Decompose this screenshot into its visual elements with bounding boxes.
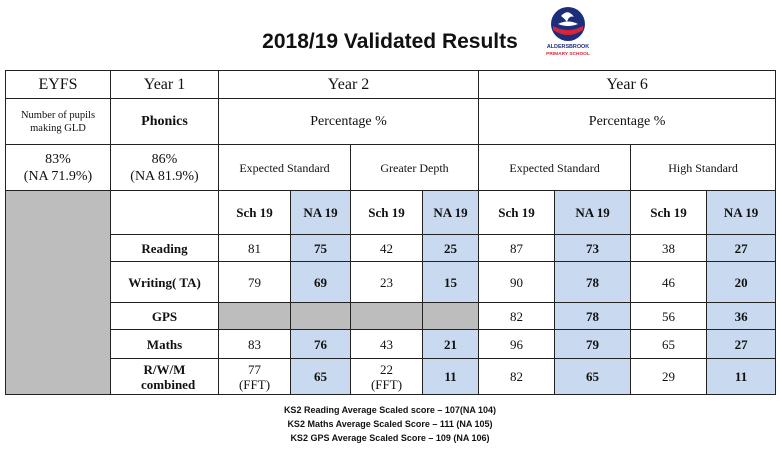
y6-expected-standard: Expected Standard [478, 144, 632, 191]
table-row: Reading 81 75 42 25 87 73 38 27 [6, 234, 777, 262]
y6-exp-sch: 96 [478, 329, 556, 359]
eyfs-gld-label: Number of pupils making GLD [5, 98, 111, 145]
col-y2-gd-na: NA 19 [421, 190, 480, 235]
year2-header: Year 2 [217, 70, 480, 99]
y6-high-sch: 29 [630, 358, 708, 395]
y6-exp-na: 78 [554, 261, 632, 303]
row-label: Maths [110, 329, 219, 359]
phonics-national: (NA 81.9%) [130, 168, 199, 184]
results-table: EYFS Year 1 Year 2 Year 6 Number of pupi… [5, 70, 777, 395]
y2-exp-na: 65 [290, 358, 351, 395]
table-row: R/W/M combined 77 (FFT) 65 22 (FFT) 11 8… [6, 358, 777, 395]
eyfs-empty-cell [5, 190, 111, 395]
y6-high-sch: 38 [630, 234, 708, 262]
row-label-blank [110, 190, 219, 235]
y2-gd-sch [350, 302, 423, 330]
year-header-row: EYFS Year 1 Year 2 Year 6 [5, 70, 777, 99]
y6-high-na: 11 [706, 358, 777, 395]
y6-exp-sch: 87 [478, 234, 556, 262]
y2-exp-na [290, 302, 351, 330]
svg-text:ALDERSBROOK: ALDERSBROOK [547, 44, 589, 50]
y2-exp-na: 75 [290, 234, 351, 262]
y6-high-na: 20 [706, 261, 777, 303]
year2-percentage-label: Percentage % [217, 98, 480, 145]
year6-header: Year 6 [478, 70, 777, 99]
col-y2-exp-na: NA 19 [290, 190, 351, 235]
col-y6-high-sch: Sch 19 [630, 190, 708, 235]
y2-gd-sch: 23 [350, 261, 423, 303]
y6-exp-na: 78 [554, 302, 632, 330]
y2-gd-na: 21 [421, 329, 480, 359]
table-row: Maths 83 76 43 21 96 79 65 27 [6, 329, 777, 359]
y2-gd-sch: 22 (FFT) [350, 358, 423, 395]
y6-exp-na: 65 [554, 358, 632, 395]
phonics-value: 86% (NA 81.9%) [110, 144, 219, 191]
y2-gd-na [421, 302, 480, 330]
y6-high-standard: High Standard [630, 144, 777, 191]
y6-exp-na: 79 [554, 329, 632, 359]
svg-text:PRIMARY SCHOOL: PRIMARY SCHOOL [546, 51, 590, 57]
footer-maths-score: KS2 Maths Average Scaled Score – 111 (NA… [287, 419, 493, 429]
y2-exp-sch [218, 302, 291, 330]
y6-high-sch: 56 [630, 302, 708, 330]
year6-percentage-label: Percentage % [478, 98, 777, 145]
eyfs-header: EYFS [5, 70, 111, 99]
school-logo: ALDERSBROOK PRIMARY SCHOOL [546, 7, 590, 57]
col-y6-exp-na: NA 19 [554, 190, 632, 235]
footer-reading-score: KS2 Reading Average Scaled score – 107(N… [283, 405, 497, 415]
row-label: GPS [110, 302, 219, 330]
col-y2-gd-sch: Sch 19 [350, 190, 423, 235]
col-y2-exp-sch: Sch 19 [218, 190, 291, 235]
y2-gd-na: 15 [421, 261, 480, 303]
y2-expected-standard: Expected Standard [218, 144, 351, 191]
phonics-percentage: 86% [151, 151, 178, 167]
y6-high-sch: 46 [630, 261, 708, 303]
y2-gd-sch: 43 [350, 329, 423, 359]
y6-exp-na: 73 [554, 234, 632, 262]
y6-exp-sch: 82 [478, 358, 556, 395]
row-label: Reading [110, 234, 219, 262]
y6-high-na: 27 [706, 329, 777, 359]
footer-gps-score: KS2 GPS Average Scaled Score – 109 (NA 1… [290, 433, 490, 443]
col-y6-high-na: NA 19 [706, 190, 777, 235]
y2-gd-na: 11 [421, 358, 480, 395]
y2-greater-depth: Greater Depth [349, 144, 480, 191]
eyfs-national: (NA 71.9%) [23, 168, 93, 184]
row-label: Writing( TA) [110, 261, 219, 303]
y2-exp-sch: 77 (FFT) [218, 358, 291, 395]
year1-header: Year 1 [110, 70, 219, 99]
y6-high-na: 27 [706, 234, 777, 262]
standard-header-row: 83% (NA 71.9%) 86% (NA 81.9%) Expected S… [5, 144, 777, 191]
y2-gd-sch: 42 [350, 234, 423, 262]
col-y6-exp-sch: Sch 19 [478, 190, 556, 235]
table-row: Writing( TA) 79 69 23 15 90 78 46 20 [6, 261, 777, 303]
y6-exp-sch: 82 [478, 302, 556, 330]
y2-exp-sch: 79 [218, 261, 291, 303]
eyfs-gld-value: 83% (NA 71.9%) [5, 144, 111, 191]
y2-exp-na: 69 [290, 261, 351, 303]
table-row: GPS 82 78 56 36 [6, 302, 777, 330]
page-title: 2018/19 Validated Results [262, 30, 518, 53]
eyfs-percentage: 83% [45, 151, 71, 167]
y6-high-na: 36 [706, 302, 777, 330]
row-label: R/W/M combined [110, 358, 219, 395]
measure-header-row: Number of pupils making GLD Phonics Perc… [5, 98, 777, 145]
column-header-row: Sch 19 NA 19 Sch 19 NA 19 Sch 19 NA 19 S… [5, 190, 777, 395]
y2-exp-sch: 81 [218, 234, 291, 262]
y2-gd-na: 25 [421, 234, 480, 262]
y2-exp-na: 76 [290, 329, 351, 359]
y2-exp-sch: 83 [218, 329, 291, 359]
y6-exp-sch: 90 [478, 261, 556, 303]
phonics-label: Phonics [110, 98, 219, 145]
y6-high-sch: 65 [630, 329, 708, 359]
